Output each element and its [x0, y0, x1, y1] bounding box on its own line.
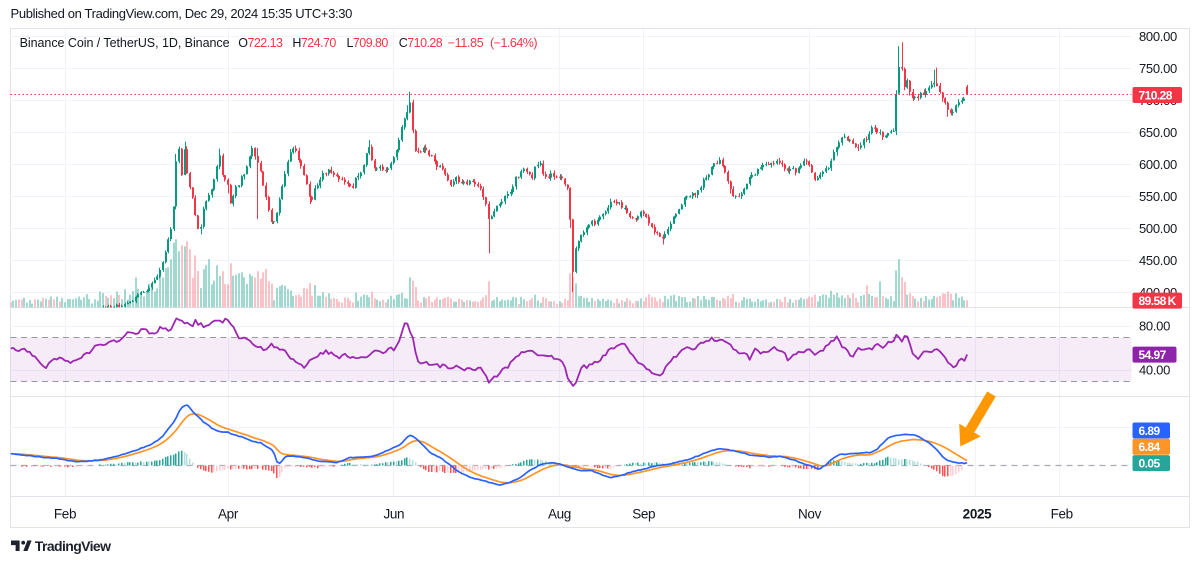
svg-text:6.84: 6.84 — [1139, 440, 1161, 454]
svg-text:6.89: 6.89 — [1139, 424, 1161, 438]
svg-text:450.00: 450.00 — [1139, 253, 1177, 268]
svg-text:Feb: Feb — [54, 507, 76, 522]
svg-text:Nov: Nov — [798, 507, 822, 522]
svg-text:80.00: 80.00 — [1139, 319, 1170, 334]
svg-text:Feb: Feb — [1051, 507, 1073, 522]
svg-text:54.97: 54.97 — [1139, 348, 1167, 362]
svg-text:TradingView: TradingView — [35, 538, 111, 554]
svg-text:750.00: 750.00 — [1139, 61, 1177, 76]
svg-text:550.00: 550.00 — [1139, 189, 1177, 204]
svg-text:Apr: Apr — [218, 507, 239, 522]
svg-text:710.28: 710.28 — [1139, 88, 1173, 102]
svg-text:500.00: 500.00 — [1139, 221, 1177, 236]
svg-text:800.00: 800.00 — [1139, 29, 1177, 44]
svg-text:2025: 2025 — [963, 507, 992, 522]
svg-text:0.05: 0.05 — [1139, 456, 1161, 470]
svg-text:Sep: Sep — [632, 507, 655, 522]
svg-text:600.00: 600.00 — [1139, 157, 1177, 172]
svg-text:Jun: Jun — [383, 507, 404, 522]
svg-text:Aug: Aug — [548, 507, 571, 522]
svg-text:40.00: 40.00 — [1139, 362, 1170, 377]
svg-text:650.00: 650.00 — [1139, 125, 1177, 140]
svg-text:89.58 K: 89.58 K — [1139, 294, 1177, 308]
